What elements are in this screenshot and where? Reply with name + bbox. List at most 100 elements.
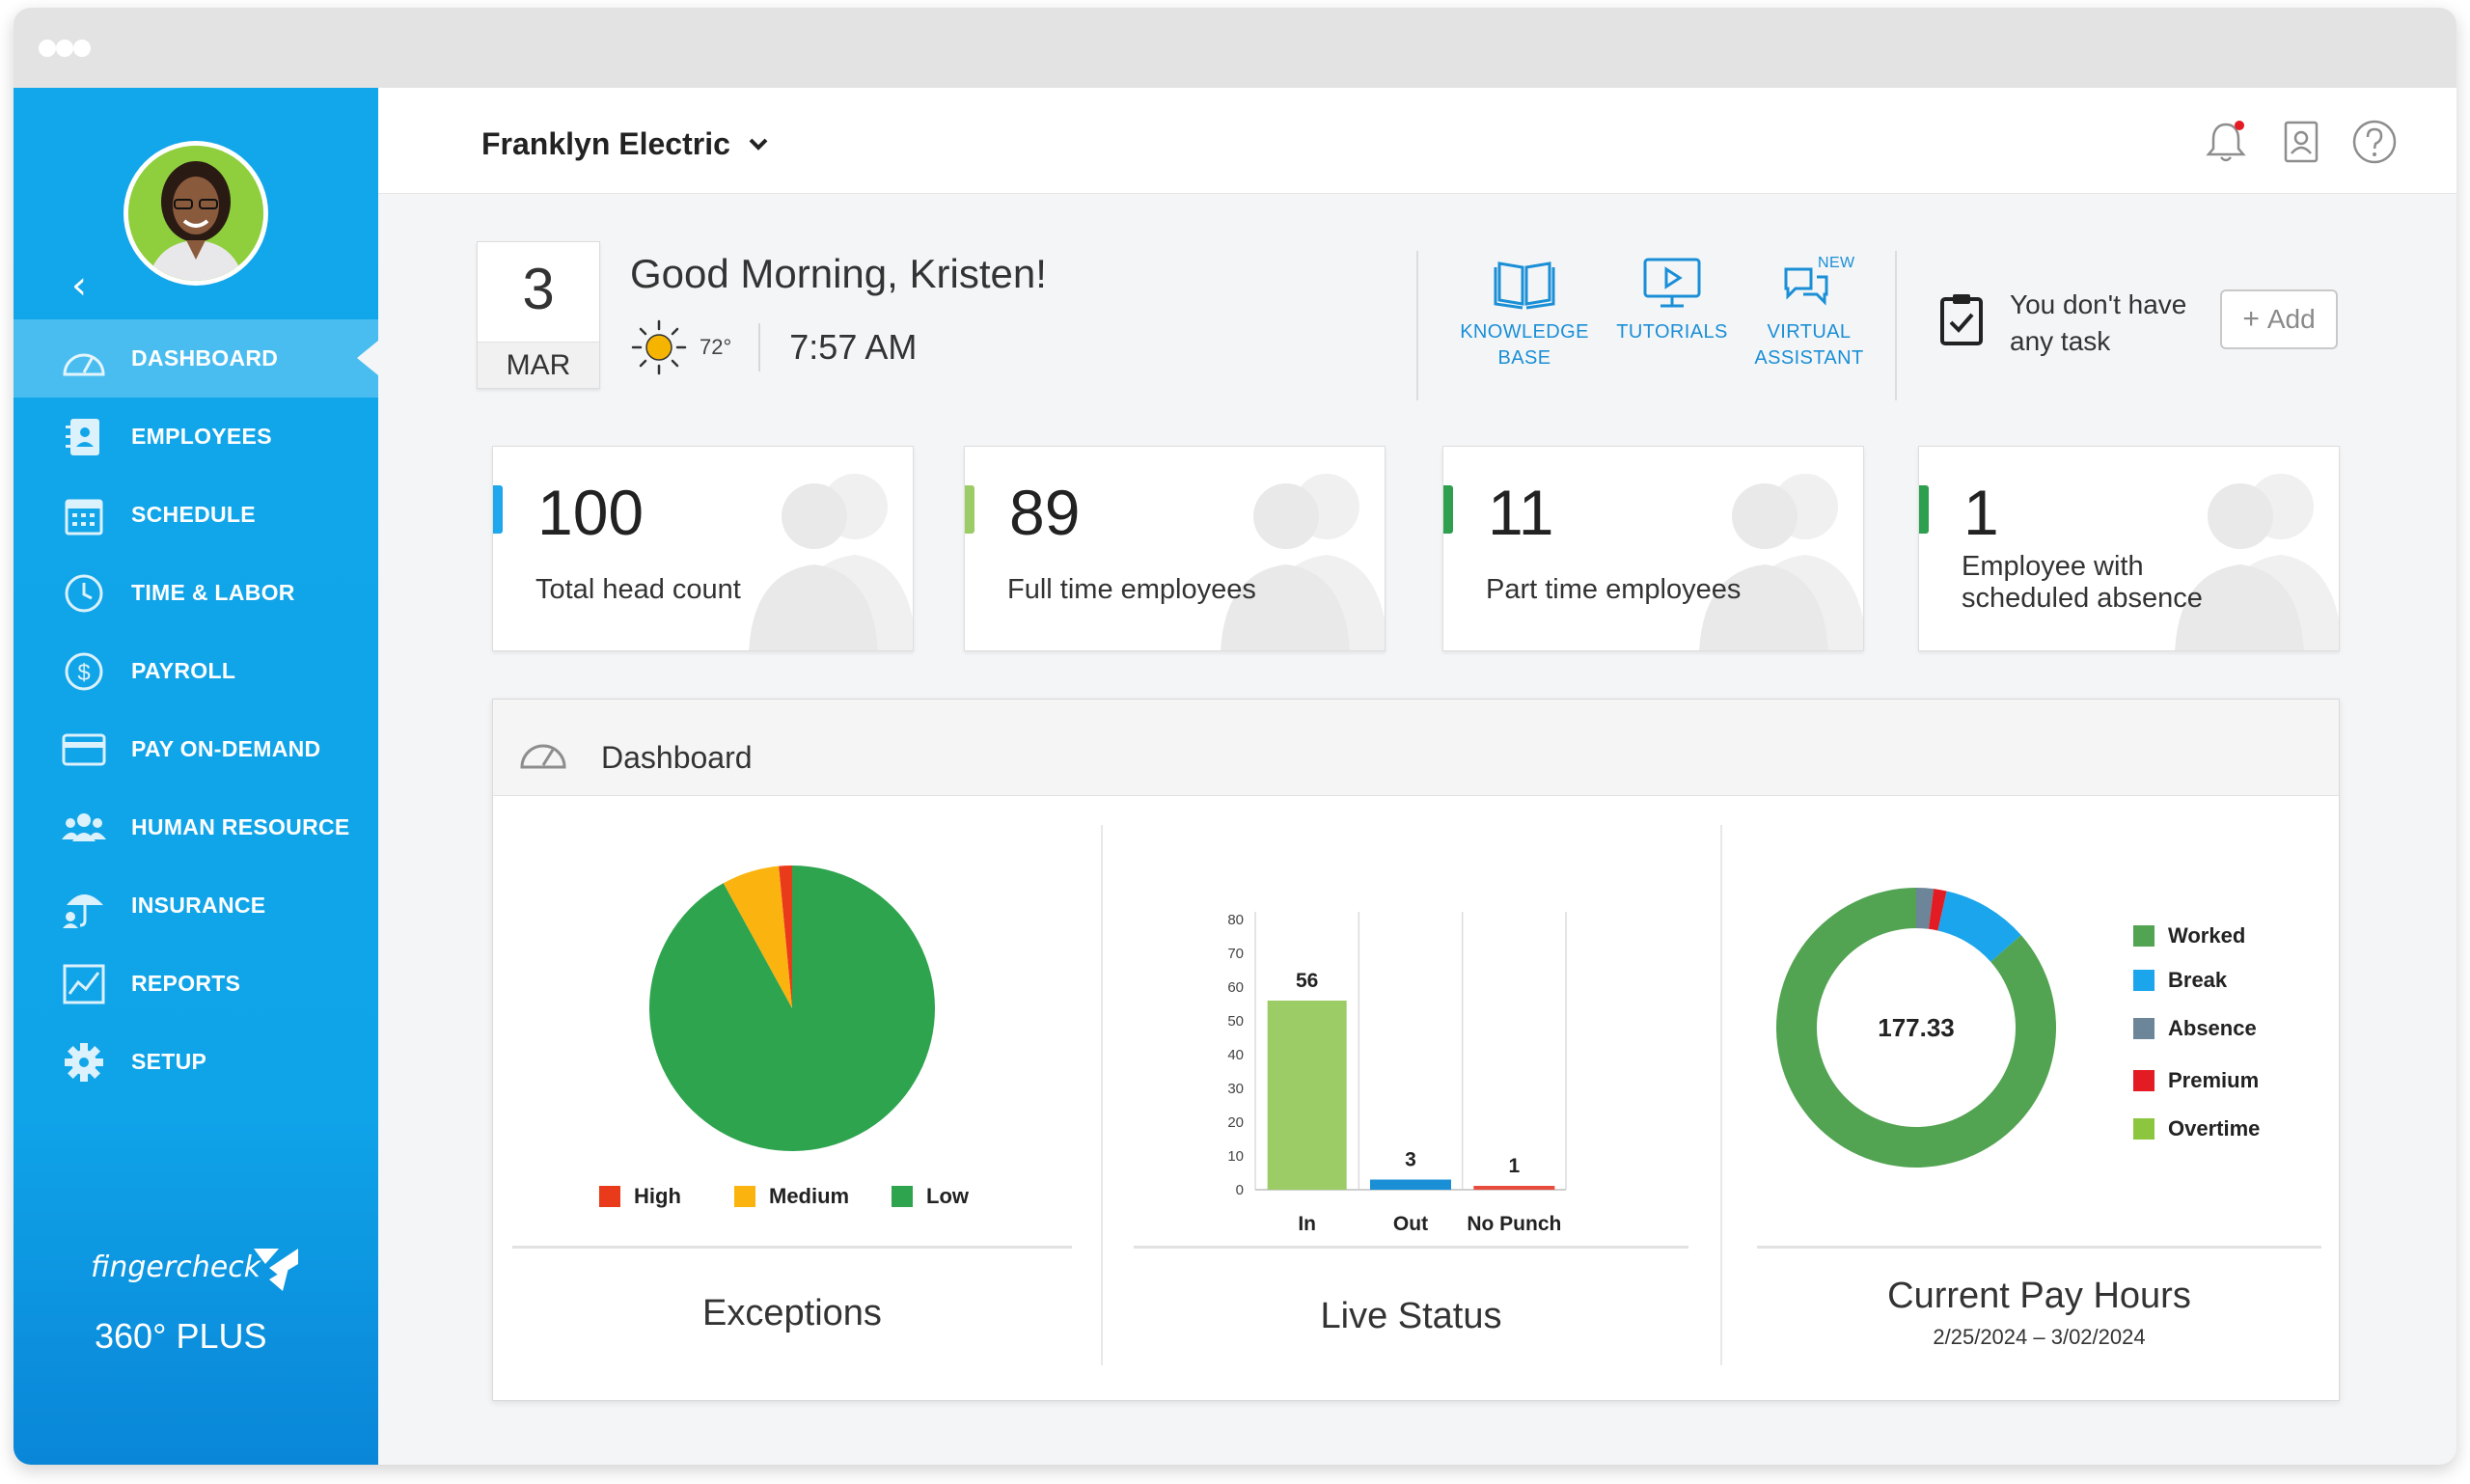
card-accent: [965, 485, 974, 534]
clipboard-check-icon: [1940, 294, 1983, 345]
greeting-message: Good Morning, Kristen!: [630, 251, 1047, 296]
card-accent: [1919, 485, 1929, 534]
sidebar-item-label: PAY ON-DEMAND: [131, 736, 321, 761]
legend-absence: Absence: [2133, 1016, 2257, 1041]
legend-swatch: [2133, 1070, 2154, 1091]
add-task-button[interactable]: + Add: [2220, 289, 2338, 349]
pie-slice-high[interactable]: [779, 866, 792, 1008]
bar-value-label: 56: [1296, 970, 1318, 992]
notification-bell-icon[interactable]: [2201, 117, 2251, 167]
window-dot: [56, 40, 73, 57]
weather: 72° 7:57 AM: [630, 318, 917, 376]
sidebar-item-payroll[interactable]: $ PAYROLL: [14, 632, 378, 710]
divider: [512, 1246, 1072, 1249]
legend-overtime: Overtime: [2133, 1116, 2260, 1141]
virtual-assistant-link[interactable]: NEW VIRTUAL ASSISTANT: [1737, 255, 1881, 371]
knowledge-base-link[interactable]: KNOWLEDGE BASE: [1447, 256, 1602, 371]
gauge-icon: [60, 337, 108, 381]
collapse-sidebar-icon[interactable]: ‹: [71, 263, 87, 308]
x-tick-label: In: [1298, 1213, 1316, 1235]
virtual-assistant-label-2: ASSISTANT: [1754, 347, 1864, 369]
legend-label: High: [634, 1184, 681, 1208]
stat-card[interactable]: 1 Employee with scheduled absence: [1918, 446, 2340, 651]
bar-no-punch[interactable]: [1473, 1186, 1555, 1190]
new-badge: NEW: [1818, 255, 1855, 271]
stat-label: Employee with scheduled absence: [1962, 551, 2203, 615]
sidebar-item-time-labor[interactable]: TIME & LABOR: [14, 554, 378, 632]
live-status-bar-chart: 0 10 20 30 40 50 60 70 80 56 In 3 Out 1 No Punch: [1227, 912, 1567, 1235]
stat-value: 1: [1963, 477, 1999, 548]
y-tick-label: 0: [1236, 1182, 1244, 1198]
contact-card-icon[interactable]: [2276, 117, 2326, 167]
top-header: Franklyn Electric: [378, 88, 2456, 194]
exceptions-pie-chart: [649, 866, 935, 1151]
sidebar-item-employees[interactable]: EMPLOYEES: [14, 398, 378, 476]
stat-card[interactable]: 89 Full time employees: [964, 446, 1386, 651]
tutorials-link[interactable]: TUTORIALS: [1605, 256, 1740, 345]
legend-swatch: [2133, 970, 2154, 991]
stat-value: 89: [1009, 477, 1081, 548]
pie-slice-low[interactable]: [649, 866, 935, 1151]
divider: [1101, 825, 1103, 1365]
sidebar-item-pay-on-demand[interactable]: PAY ON-DEMAND: [14, 710, 378, 788]
legend-swatch: [892, 1186, 913, 1207]
bar-in[interactable]: [1267, 1001, 1347, 1190]
task-status-line-1: You don't have: [2010, 289, 2187, 319]
stat-label-line-1: Total head count: [535, 574, 741, 605]
sidebar-item-schedule[interactable]: SCHEDULE: [14, 476, 378, 554]
panel-title: Dashboard: [601, 740, 753, 775]
pie-slice-medium[interactable]: [723, 866, 792, 1008]
stat-label: Full time employees: [1007, 574, 1256, 606]
stat-label-line-1: Part time employees: [1486, 574, 1742, 605]
fingercheck-logo-icon: [254, 1249, 298, 1291]
sidebar-item-insurance[interactable]: INSURANCE: [14, 866, 378, 945]
legend-label: Overtime: [2168, 1116, 2261, 1140]
sidebar-item-dashboard[interactable]: DASHBOARD: [14, 319, 378, 398]
donut-slice-break[interactable]: [1937, 891, 2021, 962]
legend-swatch: [2133, 925, 2154, 947]
sidebar-item-label: HUMAN RESOURCE: [131, 814, 350, 839]
chat-icon: [1784, 267, 1828, 306]
book-icon: [1494, 261, 1555, 310]
sidebar-item-label: INSURANCE: [131, 893, 266, 918]
divider: [1757, 1246, 2321, 1249]
stat-card[interactable]: 11 Part time employees: [1442, 446, 1864, 651]
stat-label-line-1: Full time employees: [1007, 574, 1256, 605]
stat-label: Total head count: [535, 574, 741, 606]
users-icon: [60, 806, 108, 850]
sidebar-item-human-resource[interactable]: HUMAN RESOURCE: [14, 788, 378, 866]
sidebar-item-setup[interactable]: SETUP: [14, 1023, 378, 1101]
stat-label-line-2: scheduled absence: [1962, 583, 2203, 614]
x-tick-label: No Punch: [1467, 1213, 1561, 1235]
stat-value: 100: [537, 477, 645, 548]
stat-card[interactable]: 100 Total head count: [492, 446, 914, 651]
gauge-icon: [520, 744, 566, 769]
y-tick-label: 30: [1227, 1081, 1244, 1097]
divider: [1720, 825, 1722, 1365]
donut-slice-absence[interactable]: [1916, 888, 1935, 929]
line-chart-icon: [60, 962, 108, 1006]
legend-break: Break: [2133, 968, 2227, 993]
exceptions-title: Exceptions: [702, 1293, 882, 1333]
y-tick-label: 50: [1227, 1013, 1244, 1030]
donut-slice-premium[interactable]: [1928, 889, 1947, 931]
app-window: ‹ DASHBOARD EMPLOYEES SCHEDULE TIME & LABOR…: [14, 8, 2456, 1465]
sidebar-item-reports[interactable]: REPORTS: [14, 945, 378, 1023]
legend-premium: Premium: [2133, 1068, 2259, 1093]
chevron-down-icon: [749, 138, 768, 151]
bar-out[interactable]: [1370, 1179, 1451, 1191]
stat-value: 11: [1488, 477, 1554, 548]
company-selector[interactable]: Franklyn Electric: [481, 126, 769, 162]
plus-icon: +: [2242, 303, 2260, 335]
help-icon[interactable]: [2349, 117, 2400, 167]
dashboard-panel: Dashboard High Medium Low Exceptions 0 10 20…: [492, 699, 2340, 1401]
people-silhouette-icon: [2155, 447, 2339, 650]
gear-icon: [60, 1040, 108, 1085]
sidebar-item-label: TIME & LABOR: [131, 580, 295, 605]
video-icon: [1643, 258, 1701, 308]
avatar[interactable]: [124, 141, 268, 286]
sun-icon: [631, 319, 687, 375]
card-accent: [1443, 485, 1453, 534]
legend-medium: Medium: [734, 1184, 849, 1209]
y-tick-label: 40: [1227, 1047, 1244, 1063]
